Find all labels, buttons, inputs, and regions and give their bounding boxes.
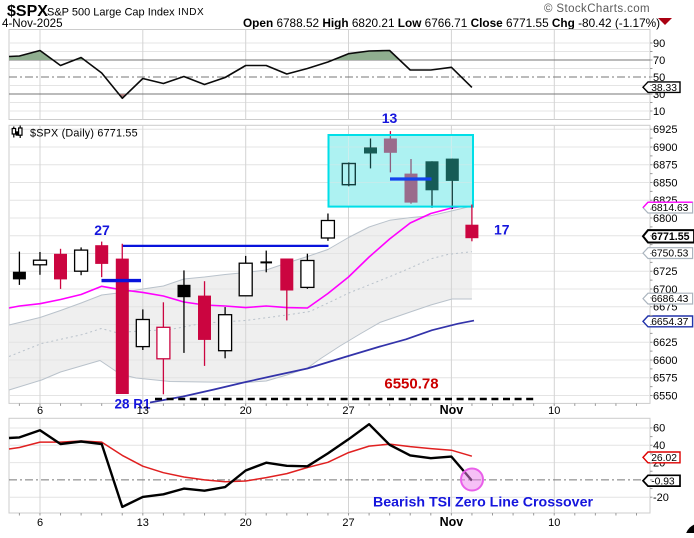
svg-text:6814.63: 6814.63	[651, 203, 688, 214]
svg-text:Nov: Nov	[440, 515, 464, 529]
svg-text:$SPX (Daily) 6771.55: $SPX (Daily) 6771.55	[30, 127, 138, 139]
svg-text:6575: 6575	[653, 373, 677, 385]
svg-text:10: 10	[653, 106, 665, 118]
svg-text:6550: 6550	[653, 390, 677, 402]
svg-text:INDX: INDX	[178, 7, 204, 18]
svg-text:Open 6788.52 High 6820.21 Low: Open 6788.52 High 6820.21 Low 6766.71 Cl…	[243, 16, 660, 30]
svg-text:4-Nov-2025: 4-Nov-2025	[2, 17, 63, 30]
svg-text:6625: 6625	[653, 337, 677, 349]
svg-text:6800: 6800	[653, 213, 677, 225]
svg-text:90: 90	[653, 38, 665, 50]
svg-text:-0.93: -0.93	[651, 476, 675, 487]
svg-text:6: 6	[37, 517, 43, 529]
svg-text:20: 20	[240, 517, 252, 529]
svg-text:13: 13	[382, 110, 398, 126]
svg-text:$SPX: $SPX	[7, 3, 48, 20]
svg-text:10: 10	[548, 517, 560, 529]
svg-text:6925: 6925	[653, 124, 677, 136]
svg-text:60: 60	[653, 423, 665, 435]
svg-text:27: 27	[342, 517, 354, 529]
svg-text:6686.43: 6686.43	[651, 294, 688, 305]
svg-text:26.02: 26.02	[651, 453, 677, 464]
svg-text:27: 27	[94, 222, 110, 238]
svg-text:40: 40	[653, 440, 665, 452]
svg-text:6850: 6850	[653, 177, 677, 189]
svg-text:Bearish TSI Zero Line Crossove: Bearish TSI Zero Line Crossover	[373, 495, 593, 511]
svg-text:13: 13	[137, 517, 149, 529]
svg-text:6875: 6875	[653, 160, 677, 172]
svg-text:© StockCharts.com: © StockCharts.com	[544, 3, 650, 15]
svg-text:Nov: Nov	[440, 403, 464, 417]
svg-text:20: 20	[240, 405, 252, 417]
svg-text:6550.78: 6550.78	[384, 376, 438, 393]
svg-text:27: 27	[342, 405, 354, 417]
svg-text:28 R1: 28 R1	[114, 397, 151, 412]
svg-text:17: 17	[494, 222, 510, 238]
svg-text:6900: 6900	[653, 142, 677, 154]
svg-text:S&P 500 Large Cap Index: S&P 500 Large Cap Index	[47, 7, 175, 19]
svg-text:-20: -20	[653, 492, 669, 504]
svg-text:38.33: 38.33	[651, 83, 677, 94]
svg-text:6: 6	[37, 405, 43, 417]
svg-text:6654.37: 6654.37	[651, 317, 688, 328]
svg-text:50: 50	[653, 72, 665, 84]
svg-text:10: 10	[548, 405, 560, 417]
svg-text:13: 13	[137, 405, 149, 417]
svg-text:70: 70	[653, 55, 665, 67]
svg-text:6771.55: 6771.55	[651, 231, 689, 243]
svg-text:6750.53: 6750.53	[651, 249, 688, 260]
svg-text:6725: 6725	[653, 266, 677, 278]
svg-text:6600: 6600	[653, 355, 677, 367]
